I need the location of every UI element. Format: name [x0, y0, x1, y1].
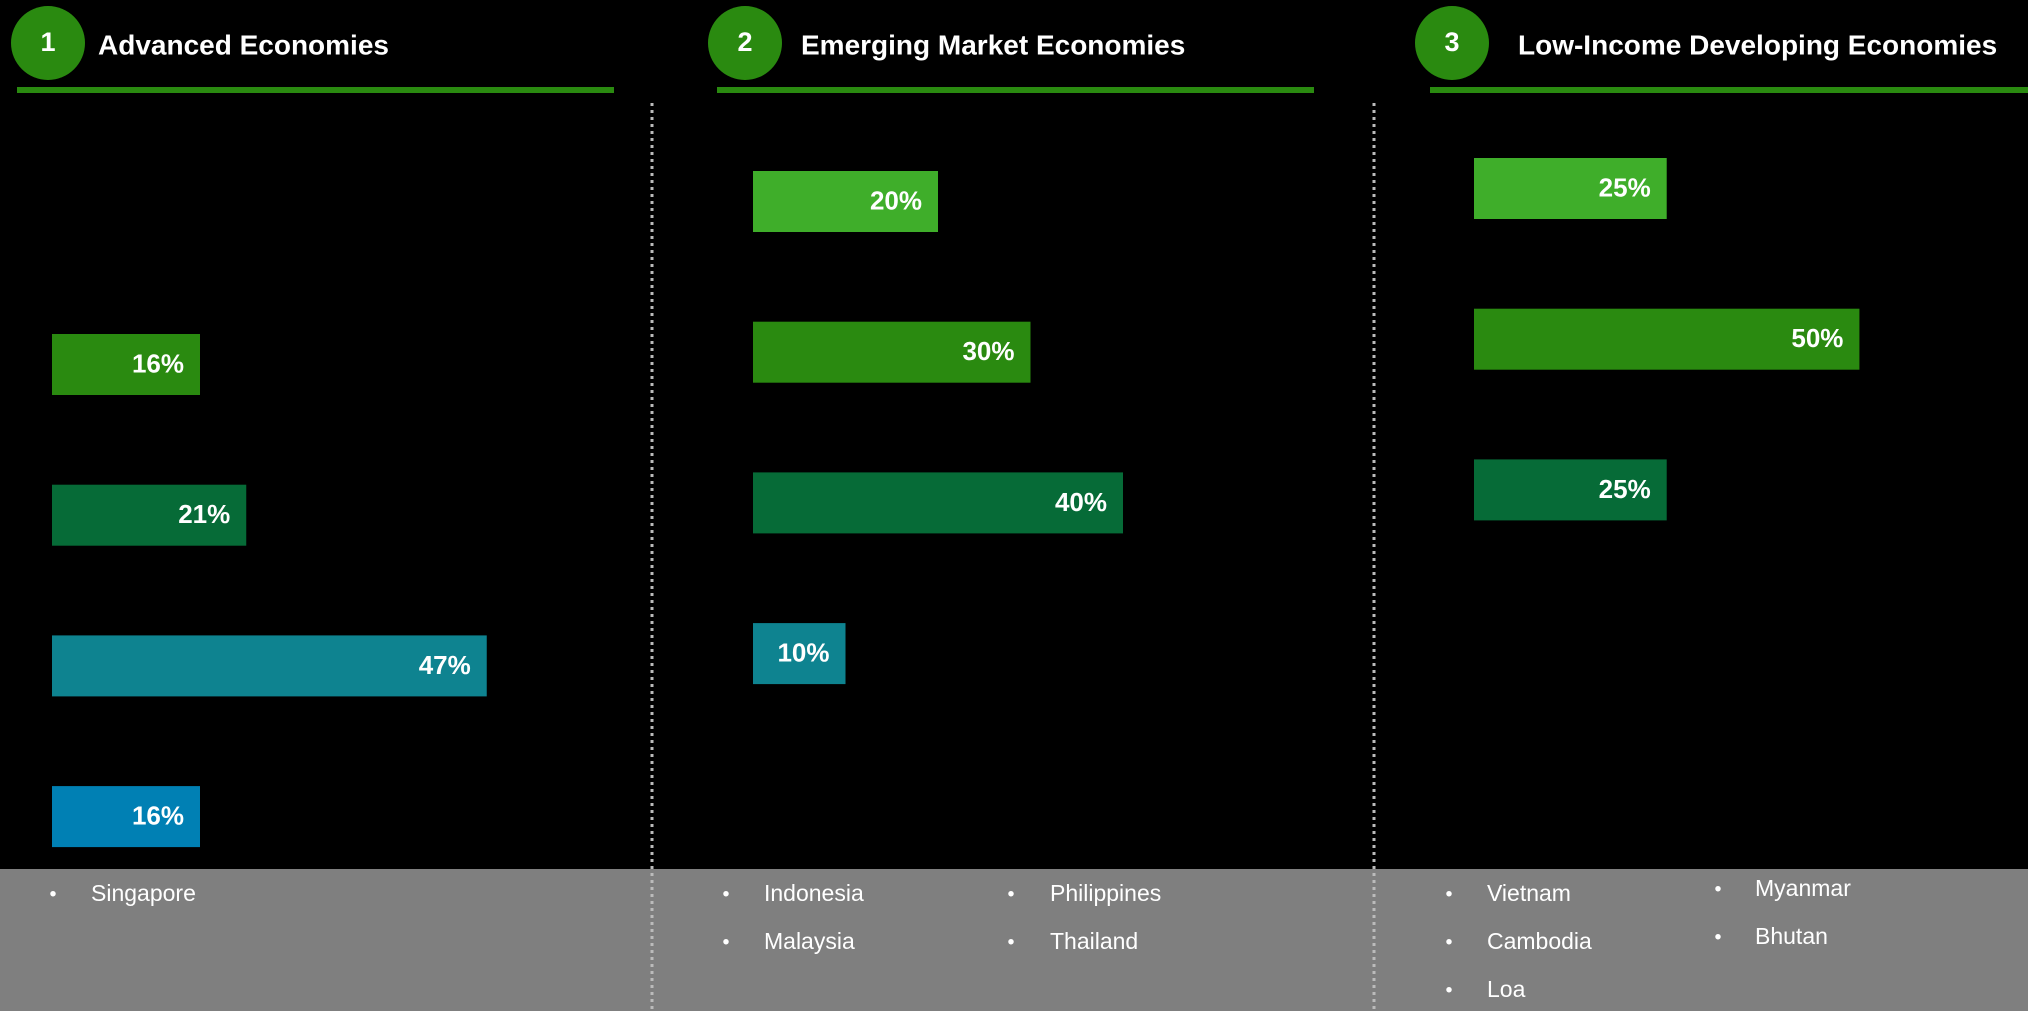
bullet: • [1714, 926, 1721, 948]
bullet: • [722, 931, 729, 953]
bullet: • [1714, 878, 1721, 900]
country-name: Singapore [91, 880, 196, 906]
value-label: 16% [132, 348, 184, 378]
value-label: 25% [1599, 474, 1651, 504]
country-name: Cambodia [1487, 928, 1592, 954]
country-name: Indonesia [764, 880, 864, 906]
bullet: • [49, 883, 56, 905]
value-label: 20% [870, 185, 922, 215]
number-badge [708, 6, 782, 80]
country-name: Vietnam [1487, 880, 1571, 906]
country-name: Loa [1487, 976, 1526, 1002]
bar [1474, 158, 1667, 219]
title-underline [17, 87, 614, 93]
badge-number: 3 [1444, 27, 1459, 57]
bar [753, 472, 1123, 534]
bar [753, 321, 1031, 383]
value-label: 21% [178, 499, 230, 529]
country-name: Malaysia [764, 928, 855, 954]
title-underline [717, 87, 1314, 93]
value-label: 16% [132, 800, 184, 830]
value-label: 40% [1055, 487, 1107, 517]
title-underline [1430, 87, 2028, 93]
country-name: Philippines [1050, 880, 1161, 906]
value-label: 10% [777, 637, 829, 667]
footer-band [0, 869, 2028, 1011]
bar [52, 334, 200, 395]
bullet: • [1445, 931, 1452, 953]
value-label: 50% [1791, 323, 1843, 353]
value-label: 25% [1599, 172, 1651, 202]
badge-number: 1 [40, 27, 55, 57]
badge-number: 2 [737, 27, 752, 57]
bullet: • [1445, 883, 1452, 905]
bar [753, 171, 938, 232]
panel-title: Emerging Market Economies [801, 29, 1185, 60]
bullet: • [722, 883, 729, 905]
panel-title: Advanced Economies [98, 29, 389, 60]
country-name: Thailand [1050, 928, 1138, 954]
bar [52, 484, 247, 546]
bar [52, 786, 200, 848]
bullet: • [1445, 979, 1452, 1001]
bar [1474, 459, 1667, 521]
value-label: 47% [419, 650, 471, 680]
value-label: 30% [962, 336, 1014, 366]
country-name: Myanmar [1755, 875, 1851, 901]
bullet: • [1007, 883, 1014, 905]
bullet: • [1007, 931, 1014, 953]
number-badge [11, 6, 85, 80]
number-badge [1415, 6, 1489, 80]
bar [52, 635, 487, 697]
panel-title: Low-Income Developing Economies [1518, 29, 1997, 60]
bar [753, 623, 846, 685]
bar [1474, 308, 1860, 370]
country-name: Bhutan [1755, 923, 1828, 949]
